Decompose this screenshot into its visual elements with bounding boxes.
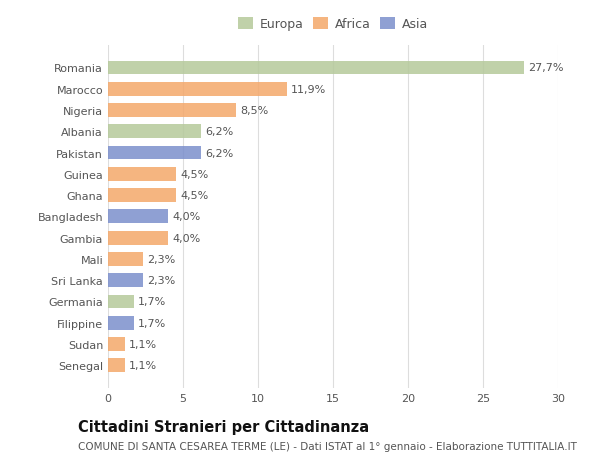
Bar xyxy=(108,295,133,308)
Text: 11,9%: 11,9% xyxy=(291,84,326,95)
Text: 2,3%: 2,3% xyxy=(147,254,175,264)
Text: Cittadini Stranieri per Cittadinanza: Cittadini Stranieri per Cittadinanza xyxy=(78,419,369,434)
Bar xyxy=(108,210,168,224)
Text: 4,5%: 4,5% xyxy=(180,190,208,201)
Text: 27,7%: 27,7% xyxy=(528,63,563,73)
Bar xyxy=(108,104,235,118)
Text: 4,5%: 4,5% xyxy=(180,169,208,179)
Bar xyxy=(108,274,143,287)
Text: 6,2%: 6,2% xyxy=(205,127,234,137)
Bar xyxy=(108,358,125,372)
Text: 8,5%: 8,5% xyxy=(240,106,268,116)
Text: 1,7%: 1,7% xyxy=(138,318,166,328)
Text: 1,7%: 1,7% xyxy=(138,297,166,307)
Text: 4,0%: 4,0% xyxy=(173,233,201,243)
Bar xyxy=(108,146,201,160)
Bar xyxy=(108,62,523,75)
Bar xyxy=(108,125,201,139)
Bar xyxy=(108,168,176,181)
Text: 4,0%: 4,0% xyxy=(173,212,201,222)
Bar xyxy=(108,83,287,96)
Legend: Europa, Africa, Asia: Europa, Africa, Asia xyxy=(235,15,431,35)
Bar xyxy=(108,252,143,266)
Text: 1,1%: 1,1% xyxy=(129,360,157,370)
Bar xyxy=(108,231,168,245)
Text: 1,1%: 1,1% xyxy=(129,339,157,349)
Text: 6,2%: 6,2% xyxy=(205,148,234,158)
Text: 2,3%: 2,3% xyxy=(147,275,175,285)
Bar xyxy=(108,337,125,351)
Bar xyxy=(108,189,176,202)
Text: COMUNE DI SANTA CESAREA TERME (LE) - Dati ISTAT al 1° gennaio - Elaborazione TUT: COMUNE DI SANTA CESAREA TERME (LE) - Dat… xyxy=(78,441,577,451)
Bar xyxy=(108,316,133,330)
